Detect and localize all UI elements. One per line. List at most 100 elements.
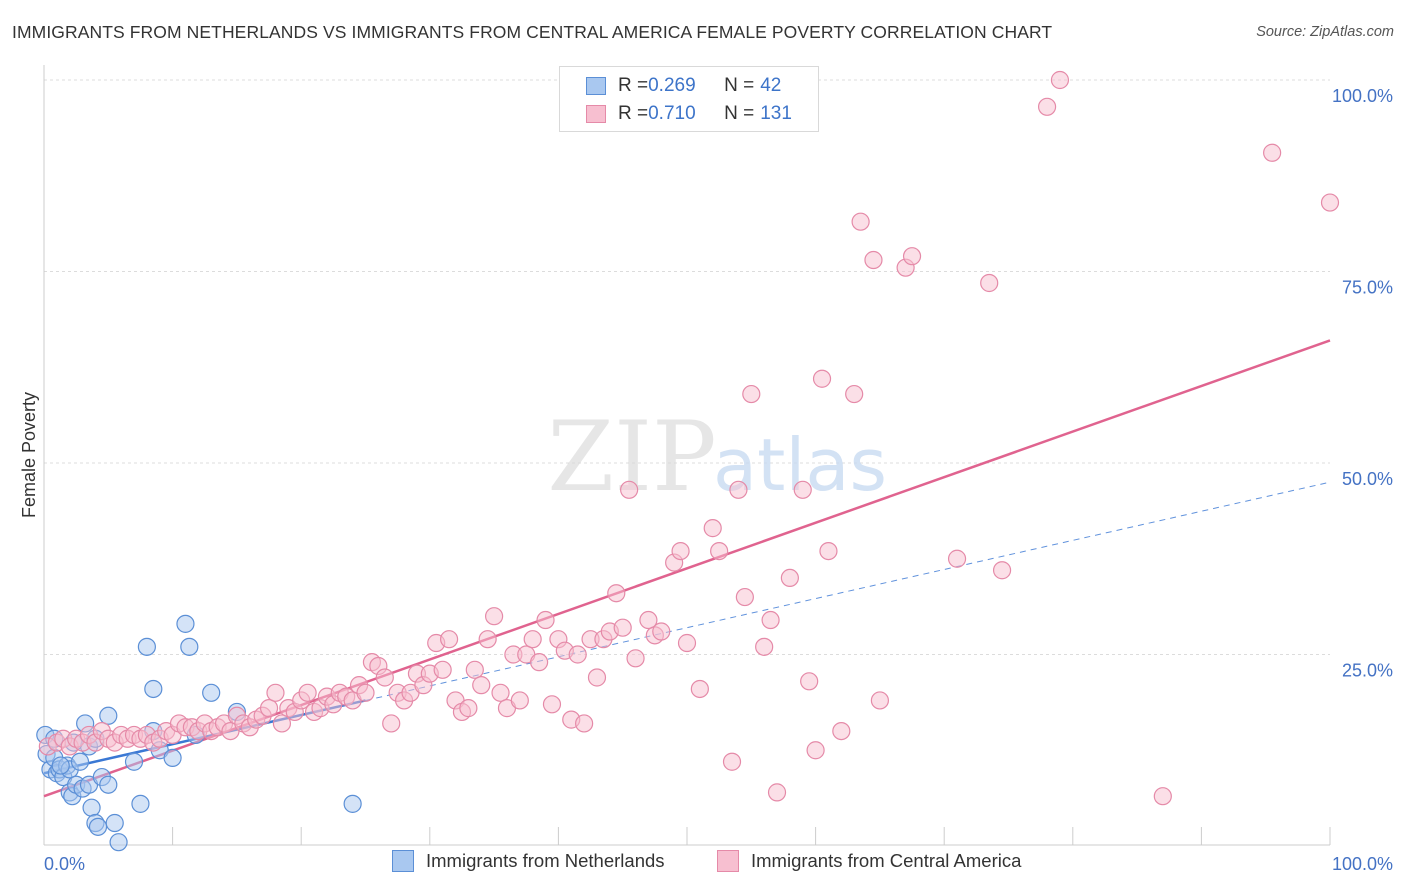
central-america-legend-swatch — [717, 850, 739, 872]
legend-label-central-america: Immigrants from Central America — [751, 850, 1022, 871]
central-america-point — [465, 660, 484, 679]
netherlands-point — [144, 679, 163, 699]
axis-layer — [43, 65, 1331, 846]
netherlands-legend-swatch — [392, 850, 414, 872]
central-america-point — [870, 691, 890, 710]
central-america-point — [992, 561, 1012, 580]
central-america-point — [542, 695, 562, 714]
central-america-point — [902, 247, 922, 266]
netherlands-point — [99, 775, 118, 794]
central-america-point — [832, 721, 851, 741]
netherlands-point — [137, 637, 156, 656]
netherlands-swatch — [586, 77, 606, 95]
central-america-point — [851, 212, 870, 231]
netherlands-point — [124, 752, 144, 771]
central-america-point — [722, 752, 742, 771]
central-america-point — [1050, 70, 1070, 90]
points-layer — [36, 70, 1340, 852]
y-axis-title: Female Poverty — [19, 392, 39, 518]
central-america-point — [356, 683, 375, 702]
central-america-point — [298, 683, 317, 702]
netherlands-point — [176, 614, 195, 633]
central-america-point — [1263, 143, 1282, 162]
netherlands-point — [82, 798, 101, 817]
label-layer: 25.0% 50.0% 75.0% 100.0% 0.0% 100.0% Female Po… — [19, 86, 1393, 874]
central-america-point — [735, 587, 754, 607]
r-value-central-america: 0.710 — [648, 103, 696, 124]
central-america-point — [259, 699, 279, 718]
netherlands-point — [131, 794, 150, 813]
watermark: ZIP atlas — [547, 401, 887, 513]
central-america-point — [478, 630, 497, 649]
central-america-point — [433, 660, 452, 679]
y-tick-label: 25.0% — [1342, 661, 1393, 681]
central-america-swatch — [586, 105, 606, 123]
central-america-point — [767, 783, 787, 802]
central-america-point — [812, 369, 832, 388]
central-america-point — [819, 541, 838, 561]
legend-item-netherlands[interactable]: Immigrants from Netherlands — [392, 850, 665, 872]
stats-legend-row-netherlands: R = 0.269 N = 42 — [586, 72, 781, 100]
r-label: R = — [618, 103, 649, 124]
central-america-point — [742, 384, 761, 404]
central-america-point — [459, 699, 478, 718]
y-tick-label: 50.0% — [1342, 469, 1393, 489]
central-america-point — [530, 653, 549, 672]
r-label: R = — [618, 75, 649, 96]
central-america-point — [690, 679, 709, 699]
central-america-point — [703, 519, 722, 538]
y-tick-label: 75.0% — [1342, 278, 1393, 298]
netherlands-point — [343, 794, 362, 813]
central-america-point — [472, 676, 491, 695]
central-america-point — [755, 637, 774, 656]
netherlands-point — [163, 748, 182, 768]
central-america-point — [793, 480, 812, 499]
central-america-point — [587, 668, 607, 687]
n-value-netherlands: 42 — [760, 75, 782, 96]
netherlands-point — [105, 813, 124, 833]
central-america-point — [523, 630, 542, 649]
central-america-point — [568, 645, 587, 664]
central-america-point — [491, 683, 510, 702]
central-america-point — [575, 714, 594, 733]
legend-label-netherlands: Immigrants from Netherlands — [426, 850, 665, 871]
central-america-point — [806, 741, 825, 760]
central-america-point — [510, 691, 529, 710]
netherlands-point — [88, 817, 108, 836]
netherlands-point — [109, 833, 128, 852]
central-america-point — [613, 618, 632, 637]
y-tick-label: 100.0% — [1332, 86, 1393, 106]
stats-legend-row-central-america: R = 0.710 N = 131 — [586, 100, 792, 128]
netherlands-point — [99, 706, 118, 725]
central-america-point — [780, 568, 799, 588]
x-tick-label: 100.0% — [1332, 854, 1393, 874]
central-america-point — [272, 714, 292, 733]
central-america-point — [607, 584, 626, 603]
central-america-point — [382, 714, 401, 733]
netherlands-point — [180, 637, 199, 656]
central-america-point — [626, 649, 645, 668]
central-america-point — [639, 610, 658, 630]
n-value-central-america: 131 — [760, 103, 792, 124]
central-america-point — [980, 273, 999, 293]
central-america-point — [1153, 787, 1172, 806]
central-america-point — [677, 633, 697, 653]
central-america-point — [845, 384, 864, 404]
n-label: N = — [724, 103, 755, 124]
r-value-netherlands: 0.269 — [648, 75, 696, 96]
netherlands-trend-extension — [365, 481, 1331, 701]
chart-title: IMMIGRANTS FROM NETHERLANDS VS IMMIGRANT… — [12, 22, 1053, 42]
central-america-point — [485, 607, 504, 626]
n-label: N = — [724, 75, 755, 96]
x-tick-label: 0.0% — [44, 854, 85, 874]
central-america-point — [947, 549, 967, 568]
central-america-point — [652, 622, 671, 641]
central-america-point — [729, 480, 748, 499]
central-america-point — [1320, 193, 1340, 212]
central-america-point — [375, 668, 394, 687]
central-america-point — [1037, 97, 1057, 116]
legend-item-central-america[interactable]: Immigrants from Central America — [717, 850, 1021, 872]
central-america-point — [439, 630, 459, 649]
netherlands-point — [70, 752, 90, 771]
